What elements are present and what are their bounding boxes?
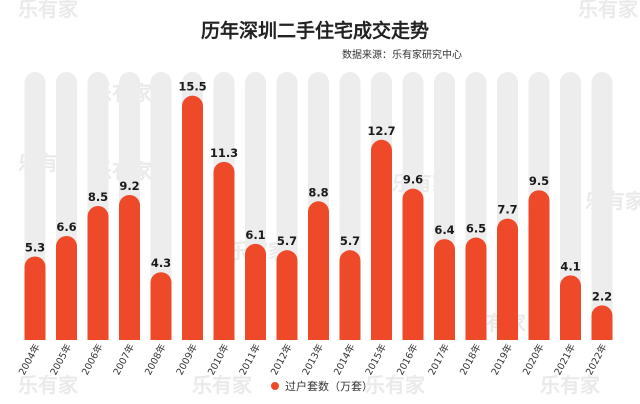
- value-label: 5.7: [277, 234, 297, 248]
- watermark-text: 乐有家: [365, 373, 426, 397]
- x-tick-label: 2016年: [394, 341, 421, 377]
- bar-2022年: [591, 305, 613, 340]
- bar-2014年: [339, 250, 361, 340]
- x-tick-label: 2018年: [457, 341, 484, 377]
- value-label: 5.7: [340, 234, 360, 248]
- x-tick-label: 2005年: [48, 341, 75, 377]
- value-label: 9.5: [529, 174, 549, 188]
- bar-2020年: [528, 190, 550, 340]
- x-tick-label: 2004年: [16, 341, 43, 377]
- x-tick-label: 2008年: [142, 341, 169, 377]
- value-label: 6.5: [466, 222, 486, 236]
- watermark-text: 乐有家: [578, 0, 639, 21]
- legend-swatch: [271, 382, 279, 390]
- bar-2007年: [119, 194, 140, 340]
- bar-track: [560, 72, 581, 340]
- x-tick-labels: 2004年 2005年 2006年 2007年 2008年 2009年 2010年 2011年…: [16, 341, 610, 377]
- value-label: 6.4: [434, 223, 454, 237]
- bar-2006年: [87, 206, 109, 340]
- x-tick-label: 2017年: [426, 341, 453, 377]
- bar-2018年: [465, 237, 487, 340]
- bar-track: [591, 72, 613, 340]
- x-tick-label: 2010年: [205, 341, 232, 377]
- watermark-text: 乐有家: [18, 0, 79, 21]
- value-labels: 5.3 6.6 8.5 9.2 4.3 15.5 11.3 6.1 5.7 8.8 5.7 12.7 9…: [25, 80, 612, 304]
- x-tick-label: 2019年: [489, 341, 516, 377]
- legend: 过户套数（万套）: [271, 379, 373, 393]
- value-label: 6.6: [56, 220, 76, 234]
- x-tick-label: 2022年: [583, 341, 610, 377]
- x-tick-label: 2012年: [268, 341, 295, 377]
- x-tick-label: 2009年: [174, 341, 201, 377]
- bar-2021年: [560, 275, 581, 340]
- value-label: 9.2: [119, 179, 139, 193]
- bar-2019年: [497, 218, 518, 340]
- bar-2016年: [402, 188, 424, 340]
- value-label: 9.6: [403, 173, 423, 187]
- x-tick-label: 2007年: [111, 341, 138, 377]
- bar-2015年: [371, 139, 392, 340]
- bar-2012年: [276, 250, 298, 340]
- value-label: 15.5: [178, 80, 206, 94]
- legend-label: 过户套数（万套）: [285, 379, 373, 393]
- value-label: 7.7: [497, 203, 517, 217]
- bar-2009年: [182, 95, 203, 340]
- watermark-text: 乐有家: [192, 373, 253, 397]
- x-tick-label: 2015年: [363, 341, 390, 377]
- x-tick-label: 2021年: [552, 341, 579, 377]
- x-tick-label: 2013年: [300, 341, 327, 377]
- value-label: 8.8: [308, 185, 328, 199]
- bars: [24, 95, 613, 340]
- x-tick-label: 2011年: [237, 341, 264, 377]
- chart-source: 数据来源：乐有家研究中心: [342, 48, 462, 61]
- value-label: 4.1: [560, 259, 580, 273]
- chart-title: 历年深圳二手住宅成交走势: [201, 19, 429, 42]
- bar-2004年: [24, 256, 46, 340]
- x-tick-label: 2014年: [331, 341, 358, 377]
- x-tick-label: 2020年: [520, 341, 547, 377]
- bar-2011年: [245, 243, 266, 340]
- watermark-text: 乐有家: [18, 373, 79, 397]
- value-label: 6.1: [245, 228, 265, 242]
- bar-2005年: [56, 235, 77, 340]
- watermark-text: 乐有家: [540, 373, 601, 397]
- value-label: 12.7: [367, 124, 395, 138]
- bar-2013年: [308, 201, 329, 340]
- value-label: 2.2: [592, 289, 612, 303]
- bar-track: [150, 72, 172, 340]
- bar-2017年: [434, 239, 455, 340]
- value-label: 5.3: [25, 240, 45, 254]
- value-label: 11.3: [210, 146, 238, 160]
- bar-2010年: [213, 161, 235, 340]
- x-tick-label: 2006年: [79, 341, 106, 377]
- value-label: 4.3: [151, 256, 171, 270]
- value-label: 8.5: [88, 190, 108, 204]
- bar-2008年: [150, 272, 172, 340]
